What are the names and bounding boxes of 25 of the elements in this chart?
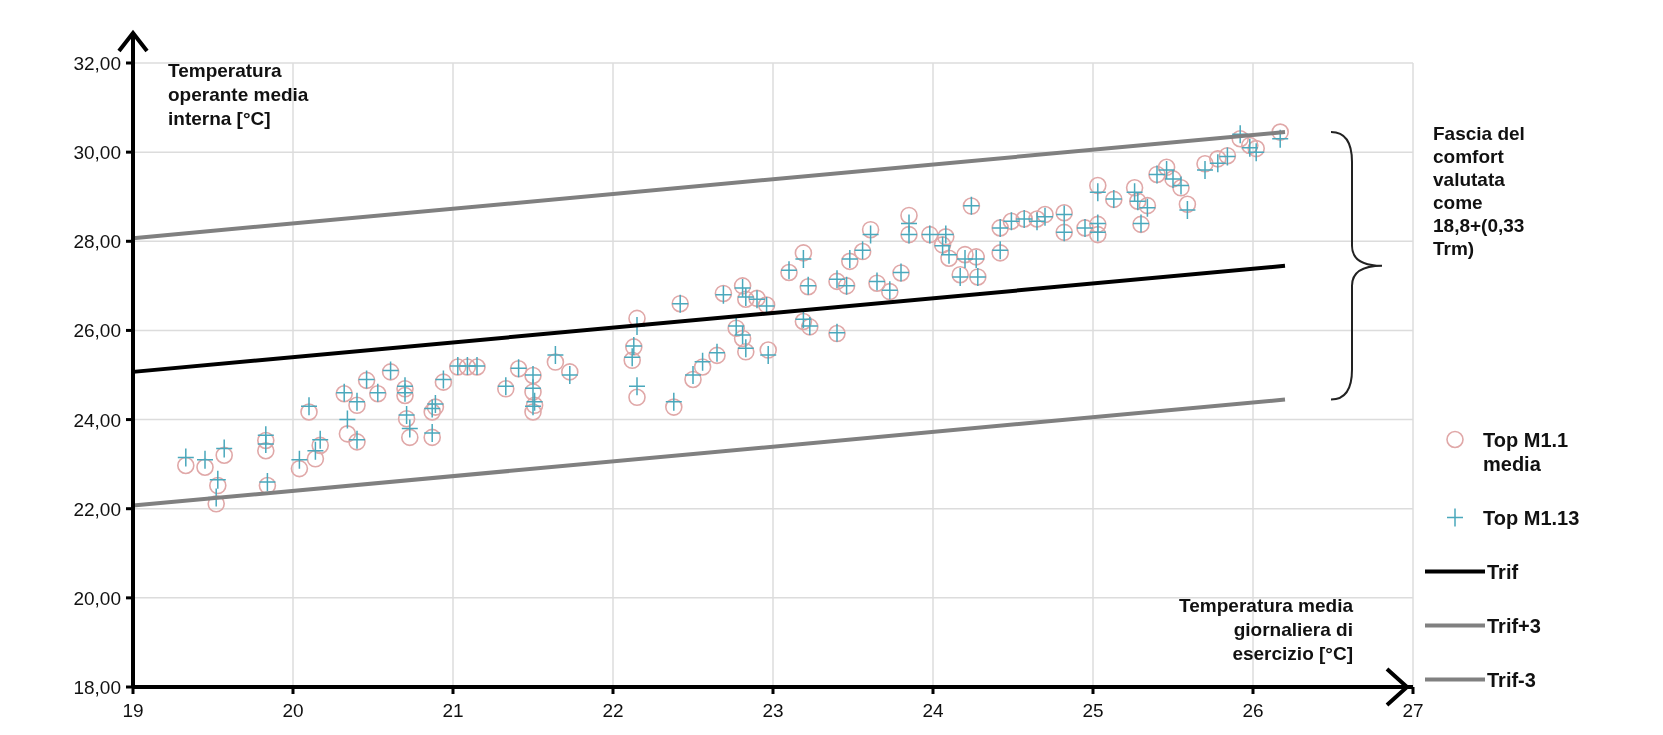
text: Fascia del comfort valutata come 18,8+(0,33 Trm) bbox=[1433, 123, 1525, 260]
legend-label: Trif-3 bbox=[1487, 668, 1536, 691]
y-tick-label: 24,00 bbox=[73, 409, 121, 431]
x-tick-label: 25 bbox=[1082, 700, 1104, 721]
x-tick-label: 21 bbox=[442, 700, 464, 721]
legend-label: Top M1.1 media bbox=[1483, 428, 1569, 475]
x-tick-label: 23 bbox=[762, 700, 784, 721]
y-tick-label: 30,00 bbox=[73, 142, 121, 164]
y-tick-label: 18,00 bbox=[73, 677, 121, 698]
y-tick-label: 28,00 bbox=[73, 231, 121, 253]
x-tick-label: 26 bbox=[1242, 700, 1264, 721]
x-tick-label: 24 bbox=[922, 700, 944, 721]
y-tick-label: 26,00 bbox=[73, 320, 121, 342]
legend-label: Trif+3 bbox=[1487, 614, 1541, 637]
y-axis-title: Temperatura operante media interna [°C] bbox=[168, 60, 309, 129]
legend-label: Trif bbox=[1487, 560, 1519, 583]
y-tick-label: 20,00 bbox=[73, 587, 121, 609]
x-tick-label: 20 bbox=[282, 700, 304, 721]
x-tick-label: 19 bbox=[122, 700, 144, 721]
y-tick-label: 22,00 bbox=[73, 498, 121, 520]
x-tick-label: 22 bbox=[602, 700, 624, 721]
y-tick-label: 32,00 bbox=[73, 53, 121, 74]
x-tick-label: 27 bbox=[1402, 700, 1424, 721]
x-axis-title: Temperatura media giornaliera di esercizio [°C] bbox=[1179, 595, 1354, 664]
legend-label: Top M1.13 bbox=[1483, 506, 1580, 529]
